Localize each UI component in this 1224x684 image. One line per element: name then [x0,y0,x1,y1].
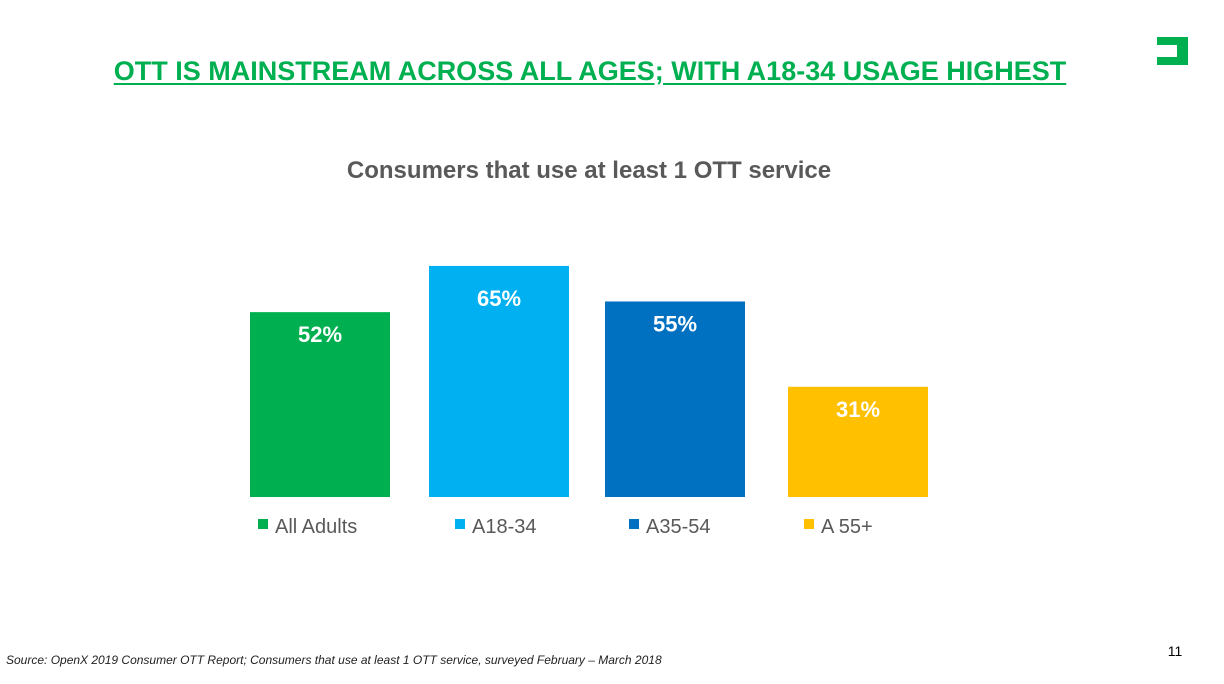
legend-label-3: A35-54 [646,516,711,538]
page-number: 11 [1167,643,1183,659]
legend-label-2: A18-34 [472,516,537,538]
source-note: Source: OpenX 2019 Consumer OTT Report; … [6,653,662,667]
slide-title: OTT IS MAINSTREAM ACROSS ALL AGES; WITH … [113,56,1067,86]
data-label-2: 65% [477,286,521,311]
bar-2 [429,265,569,497]
bar-4 [788,386,928,497]
legend-label-1: All Adults [275,516,357,538]
legend-swatch-1 [258,519,268,529]
legend-swatch-4 [804,519,814,529]
legend-label-4: A 55+ [821,516,873,538]
bracket-logo-shape [1157,37,1188,65]
bar-1 [250,312,390,497]
data-label-1: 52% [298,322,342,347]
data-label-4: 31% [836,397,880,422]
legend-swatch-2 [455,519,465,529]
data-label-3: 55% [653,311,697,336]
legend-swatch-3 [629,519,639,529]
bar-3 [605,301,745,497]
bracket-logo-icon [1157,37,1188,65]
chart-title: Consumers that use at least 1 OTT servic… [346,157,832,184]
